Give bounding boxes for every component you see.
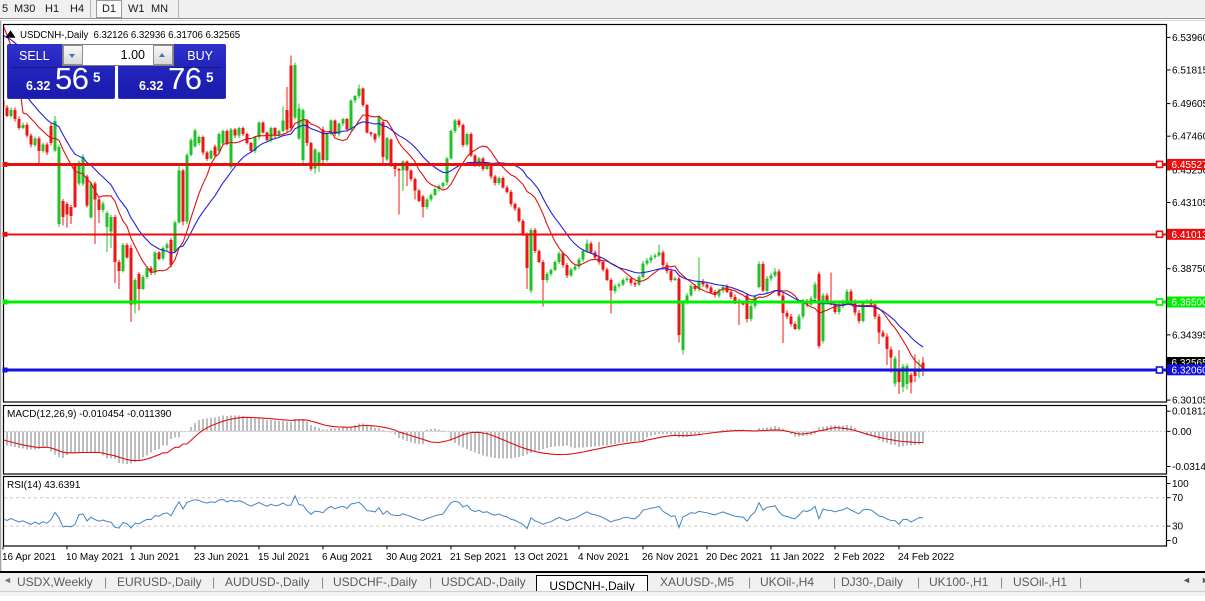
- svg-text:6.43105: 6.43105: [1172, 198, 1205, 209]
- svg-text:RSI(14) 43.6391: RSI(14) 43.6391: [7, 480, 81, 491]
- svg-text:USDCNH-,Daily 6.32126 6.32936: USDCNH-,Daily 6.32126 6.32936 6.31706 6.…: [20, 30, 240, 41]
- svg-text:0.018129: 0.018129: [1172, 407, 1205, 418]
- svg-text:6.45527: 6.45527: [1172, 160, 1205, 171]
- svg-text:23 Jun 2021: 23 Jun 2021: [194, 552, 249, 563]
- svg-text:6.51815: 6.51815: [1172, 66, 1205, 77]
- svg-text:6.47460: 6.47460: [1172, 132, 1205, 143]
- svg-text:10 May 2021: 10 May 2021: [66, 552, 124, 563]
- svg-text:16 Apr 2021: 16 Apr 2021: [2, 552, 56, 563]
- svg-text:30 Aug 2021: 30 Aug 2021: [386, 552, 443, 563]
- svg-text:6.30105: 6.30105: [1172, 396, 1205, 407]
- svg-text:24 Feb 2022: 24 Feb 2022: [898, 552, 955, 563]
- svg-text:1 Jun 2021: 1 Jun 2021: [130, 552, 180, 563]
- svg-text:15 Jul 2021: 15 Jul 2021: [258, 552, 310, 563]
- svg-text:6.41013: 6.41013: [1172, 230, 1205, 241]
- svg-text:6 Aug 2021: 6 Aug 2021: [322, 552, 373, 563]
- svg-text:26 Nov 2021: 26 Nov 2021: [642, 552, 699, 563]
- svg-text:100: 100: [1172, 479, 1189, 490]
- svg-text:21 Sep 2021: 21 Sep 2021: [450, 552, 507, 563]
- svg-text:0: 0: [1172, 536, 1178, 547]
- svg-text:6.53960: 6.53960: [1172, 33, 1205, 44]
- svg-text:11 Jan 2022: 11 Jan 2022: [770, 552, 825, 563]
- svg-text:70: 70: [1172, 493, 1184, 504]
- svg-text:MACD(12,26,9) -0.010454 -0.011: MACD(12,26,9) -0.010454 -0.011390: [7, 409, 172, 420]
- svg-text:30: 30: [1172, 522, 1184, 533]
- svg-text:6.32060: 6.32060: [1172, 365, 1205, 376]
- svg-text:20 Dec 2021: 20 Dec 2021: [706, 552, 763, 563]
- svg-text:6.34395: 6.34395: [1172, 330, 1205, 341]
- svg-text:6.38750: 6.38750: [1172, 264, 1205, 275]
- svg-text:6.49605: 6.49605: [1172, 99, 1205, 110]
- svg-text:-0.03149: -0.03149: [1172, 462, 1205, 473]
- svg-text:2 Feb 2022: 2 Feb 2022: [834, 552, 885, 563]
- svg-text:6.36500: 6.36500: [1172, 298, 1205, 309]
- svg-text:4 Nov 2021: 4 Nov 2021: [578, 552, 630, 563]
- svg-text:13 Oct 2021: 13 Oct 2021: [514, 552, 569, 563]
- svg-text:0.00: 0.00: [1172, 427, 1192, 438]
